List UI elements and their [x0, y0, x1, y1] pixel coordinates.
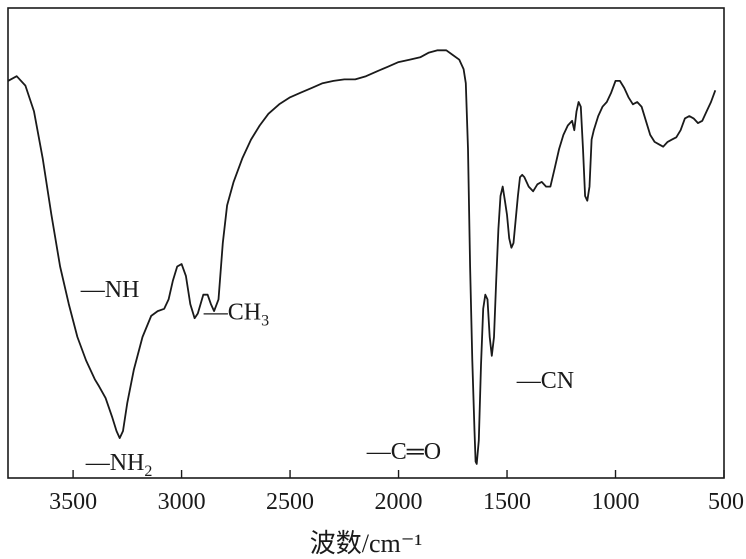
annotation-nh2: —NH2: [85, 450, 153, 480]
plot-frame: [7, 7, 725, 479]
x-tick-label-3000: 3000: [158, 489, 206, 515]
x-axis-tick-labels: 3500 3000 2500 2000 1500 1000 500: [49, 489, 744, 515]
annotation-cn: —CN: [516, 368, 574, 394]
peak-annotations: —NH2—NH—CH3—C═O—CN: [80, 277, 574, 480]
annotation-nh-text: —NH: [80, 277, 140, 303]
annotation-nh2-text: —NH: [85, 450, 145, 476]
annotation-cn-text: —CN: [516, 368, 574, 394]
x-tick-label-1000: 1000: [592, 489, 640, 515]
annotation-co-text: —C═O: [366, 439, 441, 465]
spectrum-line: [7, 49, 717, 465]
x-axis-label: 波数/cm⁻¹: [310, 529, 423, 558]
annotation-ch3-subscript: 3: [261, 313, 269, 330]
x-tick-label-3500: 3500: [49, 489, 97, 515]
x-axis-ticks: [72, 470, 725, 478]
x-tick-label-500: 500: [708, 489, 744, 515]
annotation-nh: —NH: [80, 277, 140, 303]
annotation-co: —C═O: [366, 439, 441, 465]
x-tick-label-2500: 2500: [266, 489, 314, 515]
x-tick-label-2000: 2000: [375, 489, 423, 515]
annotation-ch3-text: —CH: [203, 300, 261, 326]
annotation-nh2-subscript: 2: [144, 463, 152, 480]
x-tick-label-1500: 1500: [483, 489, 531, 515]
annotation-ch3: —CH3: [203, 300, 269, 330]
